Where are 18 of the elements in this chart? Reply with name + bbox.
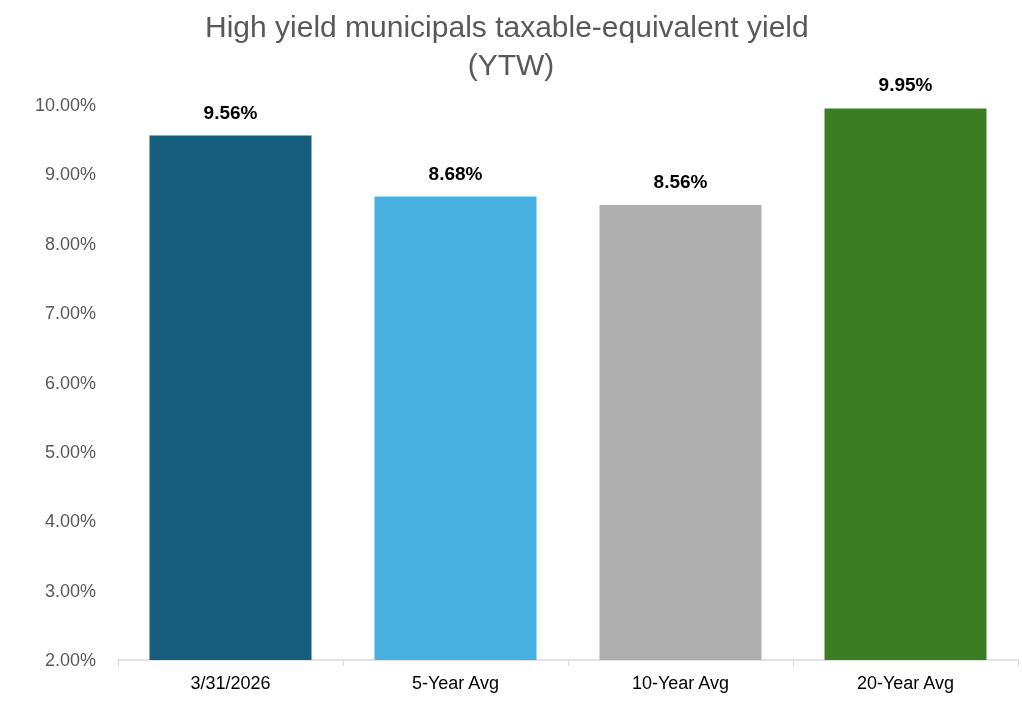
x-tick-label: 20-Year Avg xyxy=(856,673,955,693)
y-tick-label: 9.00% xyxy=(44,164,96,185)
x-tick-label: 3/31/2026 xyxy=(190,673,271,693)
y-tick-label: 6.00% xyxy=(44,372,96,393)
data-label: 9.95% xyxy=(878,74,933,96)
y-tick-label: 4.00% xyxy=(44,511,96,532)
chart-title: High yield municipals taxable-equivalent yield (YTW) xyxy=(205,9,817,81)
y-tick-label: 5.00% xyxy=(44,441,96,462)
x-tick-label: 5-Year Avg xyxy=(411,673,500,693)
x-tick-label: 10-Year Avg xyxy=(631,673,730,693)
y-tick-label: 8.00% xyxy=(44,233,96,254)
y-tick-label: 10.00% xyxy=(34,95,96,115)
data-label: 8.68% xyxy=(428,162,483,184)
y-tick-label: 2.00% xyxy=(44,650,96,670)
data-label: 8.56% xyxy=(653,170,708,192)
y-tick-label: 7.00% xyxy=(44,303,96,324)
data-label: 9.56% xyxy=(203,101,258,123)
y-tick-label: 3.00% xyxy=(44,580,96,601)
